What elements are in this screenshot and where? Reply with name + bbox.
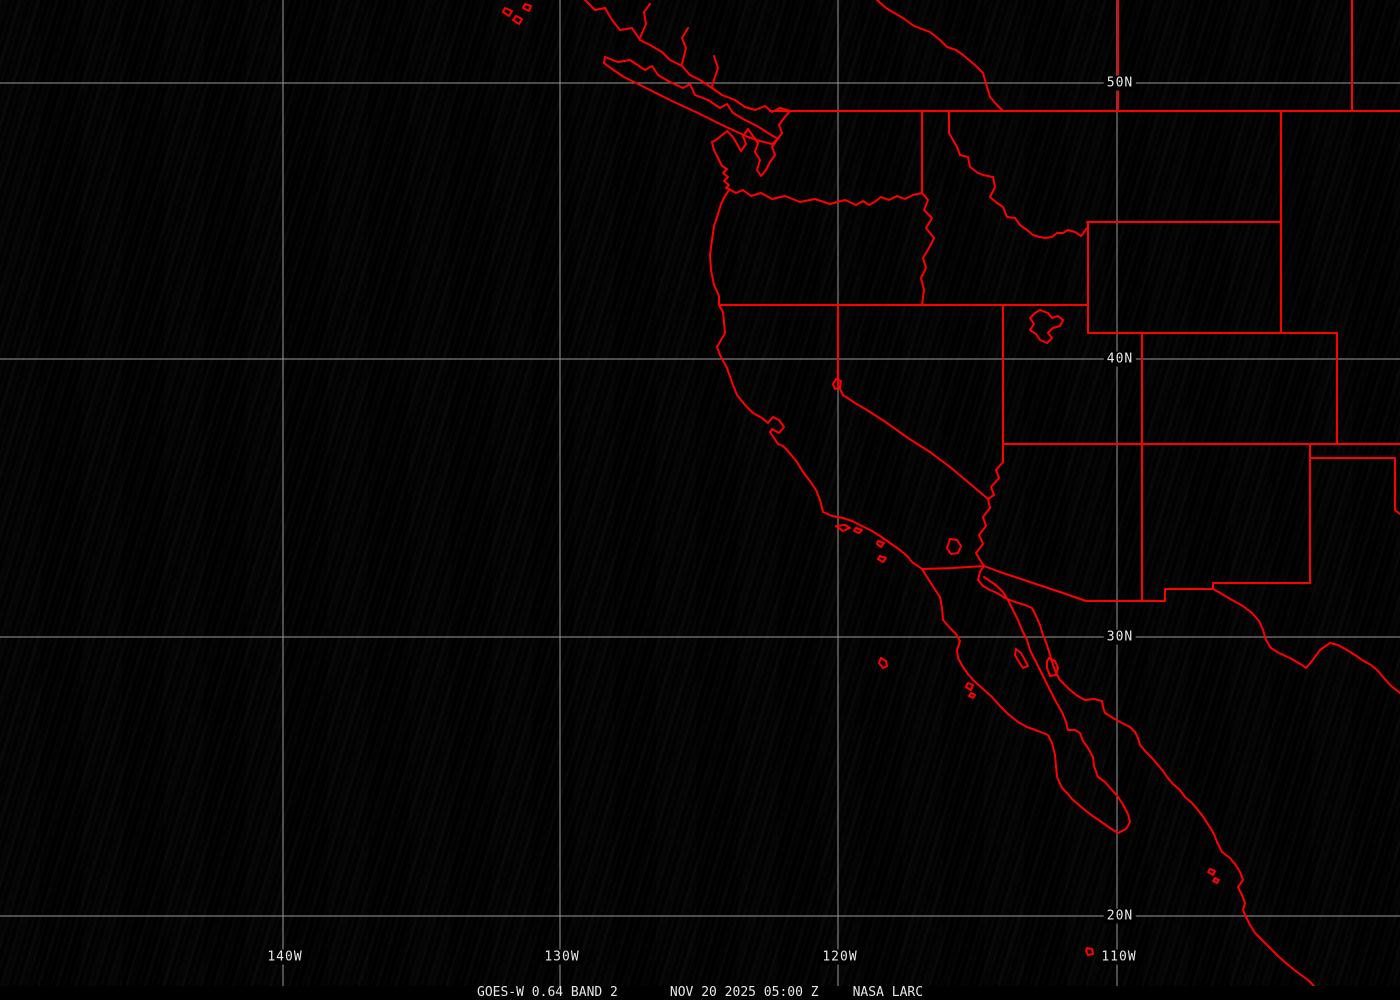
grid-label-20N: 20N [1103, 908, 1137, 924]
id-mt-bitterroot-border [948, 110, 1088, 239]
ca-nv-border [837, 304, 989, 500]
grid-label-120W: 120W [819, 949, 861, 965]
colorado-river-delta [977, 565, 985, 587]
cedros-island [878, 657, 888, 669]
tiburon-island [1046, 657, 1059, 677]
baja-islet-1 [965, 682, 974, 691]
caption-datetime: NOV 20 2025 05:00 Z [669, 985, 819, 1000]
channel-island-2 [853, 527, 863, 534]
salton-sea [946, 538, 962, 555]
grid-label-40N: 40N [1103, 351, 1137, 367]
tx-ok-border-100w [1394, 457, 1400, 515]
islas-marias-2 [1212, 877, 1220, 884]
bc-alberta-border [876, 0, 1004, 112]
grid-label-30N: 30N [1103, 629, 1137, 645]
island-nw-3 [522, 3, 532, 12]
az-west-colorado-river-border [975, 443, 1004, 567]
islas-marias-1 [1207, 868, 1216, 876]
caption-product: GOES-W 0.64 BAND 2 [477, 985, 618, 1000]
catalina-island [876, 540, 885, 548]
bc-mainland-coast [584, 0, 791, 113]
washington-outer-coast [711, 141, 730, 190]
angel-de-la-guarda-island [1014, 648, 1029, 669]
grid-label-130W: 130W [541, 949, 583, 965]
vancouver-island-coast [603, 56, 779, 145]
baja-islet-2 [968, 692, 976, 699]
island-nw-1 [502, 7, 513, 17]
grid-label-50N: 50N [1103, 75, 1137, 91]
oregon-california-coast [709, 189, 923, 570]
nm-mexico-bootheel-border [1085, 588, 1214, 602]
rio-grande-border [1212, 588, 1400, 694]
grid-label-110W: 110W [1098, 949, 1140, 965]
lake-tahoe [832, 378, 842, 390]
bc-fjord-1 [639, 3, 651, 39]
az-sonora-border [983, 565, 1087, 602]
or-id-snake-river-border [920, 192, 935, 306]
puget-sound-coast [711, 110, 791, 177]
bc-fjord-2 [681, 27, 689, 65]
islet-near-110w [1085, 947, 1094, 956]
bc-fjord-3 [711, 55, 719, 87]
great-salt-lake [1029, 309, 1064, 344]
wa-or-columbia-river-border [728, 188, 923, 206]
grid-label-140W: 140W [264, 949, 306, 965]
san-clemente-island [877, 555, 887, 563]
baja-peninsula-coast [921, 568, 1131, 834]
caption-bar: GOES-W 0.64 BAND 2 NOV 20 2025 05:00 Z N… [0, 986, 1400, 1000]
ca-mexico-border [921, 565, 985, 570]
island-nw-2 [512, 15, 523, 25]
channel-island-1 [835, 524, 851, 532]
image-caption: GOES-W 0.64 BAND 2 NOV 20 2025 05:00 Z N… [477, 986, 923, 1000]
caption-source: NASA LARC [852, 985, 924, 1000]
sonora-sinaloa-coast [982, 585, 1316, 986]
